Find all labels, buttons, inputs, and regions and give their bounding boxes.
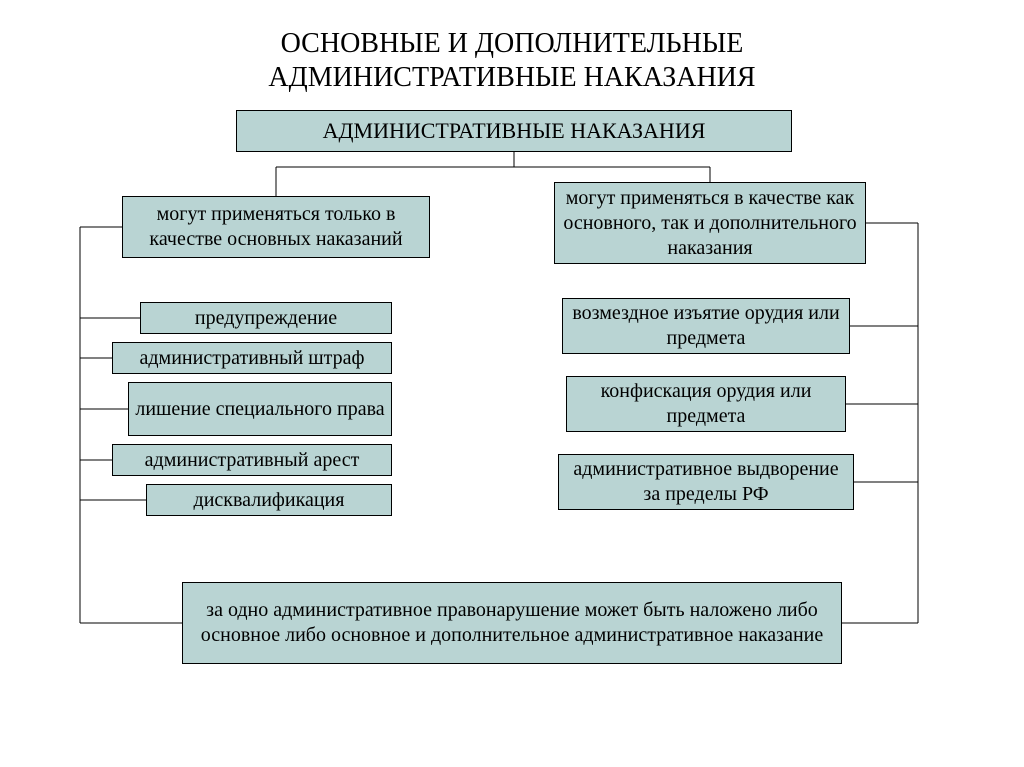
left-item: лишение специального права bbox=[128, 382, 392, 436]
right-item: конфискация орудия или предмета bbox=[566, 376, 846, 432]
left-branch-header: могут применяться только в качестве осно… bbox=[122, 196, 430, 258]
left-item: предупреждение bbox=[140, 302, 392, 334]
left-item-label: административный штраф bbox=[140, 346, 365, 371]
diagram-title-line1: ОСНОВНЫЕ И ДОПОЛНИТЕЛЬНЫЕ bbox=[0, 28, 1024, 60]
right-item: возмездное изъятие орудия или предмета bbox=[562, 298, 850, 354]
left-item: административный арест bbox=[112, 444, 392, 476]
root-node: АДМИНИСТРАТИВНЫЕ НАКАЗАНИЯ bbox=[236, 110, 792, 152]
diagram-title-line2: АДМИНИСТРАТИВНЫЕ НАКАЗАНИЯ bbox=[0, 62, 1024, 94]
left-item: дисквалификация bbox=[146, 484, 392, 516]
left-branch-header-text: могут применяться только в качестве осно… bbox=[129, 202, 423, 252]
diagram-canvas: ОСНОВНЫЕ И ДОПОЛНИТЕЛЬНЫЕ АДМИНИСТРАТИВН… bbox=[0, 0, 1024, 767]
left-item-label: дисквалификация bbox=[194, 488, 345, 513]
right-item-label: конфискация орудия или предмета bbox=[573, 379, 839, 429]
left-item-label: предупреждение bbox=[195, 306, 337, 331]
left-item-label: административный арест bbox=[145, 448, 360, 473]
right-branch-header: могут применяться в качестве как основно… bbox=[554, 182, 866, 264]
footer-note-text: за одно административное правонарушение … bbox=[189, 598, 835, 648]
right-item: административное выдворение за пределы Р… bbox=[558, 454, 854, 510]
left-item-label: лишение специального права bbox=[135, 397, 384, 422]
left-item: административный штраф bbox=[112, 342, 392, 374]
right-branch-header-text: могут применяться в качестве как основно… bbox=[561, 186, 859, 261]
footer-note: за одно административное правонарушение … bbox=[182, 582, 842, 664]
right-item-label: возмездное изъятие орудия или предмета bbox=[569, 301, 843, 351]
right-item-label: административное выдворение за пределы Р… bbox=[565, 457, 847, 507]
root-label: АДМИНИСТРАТИВНЫЕ НАКАЗАНИЯ bbox=[323, 117, 706, 145]
